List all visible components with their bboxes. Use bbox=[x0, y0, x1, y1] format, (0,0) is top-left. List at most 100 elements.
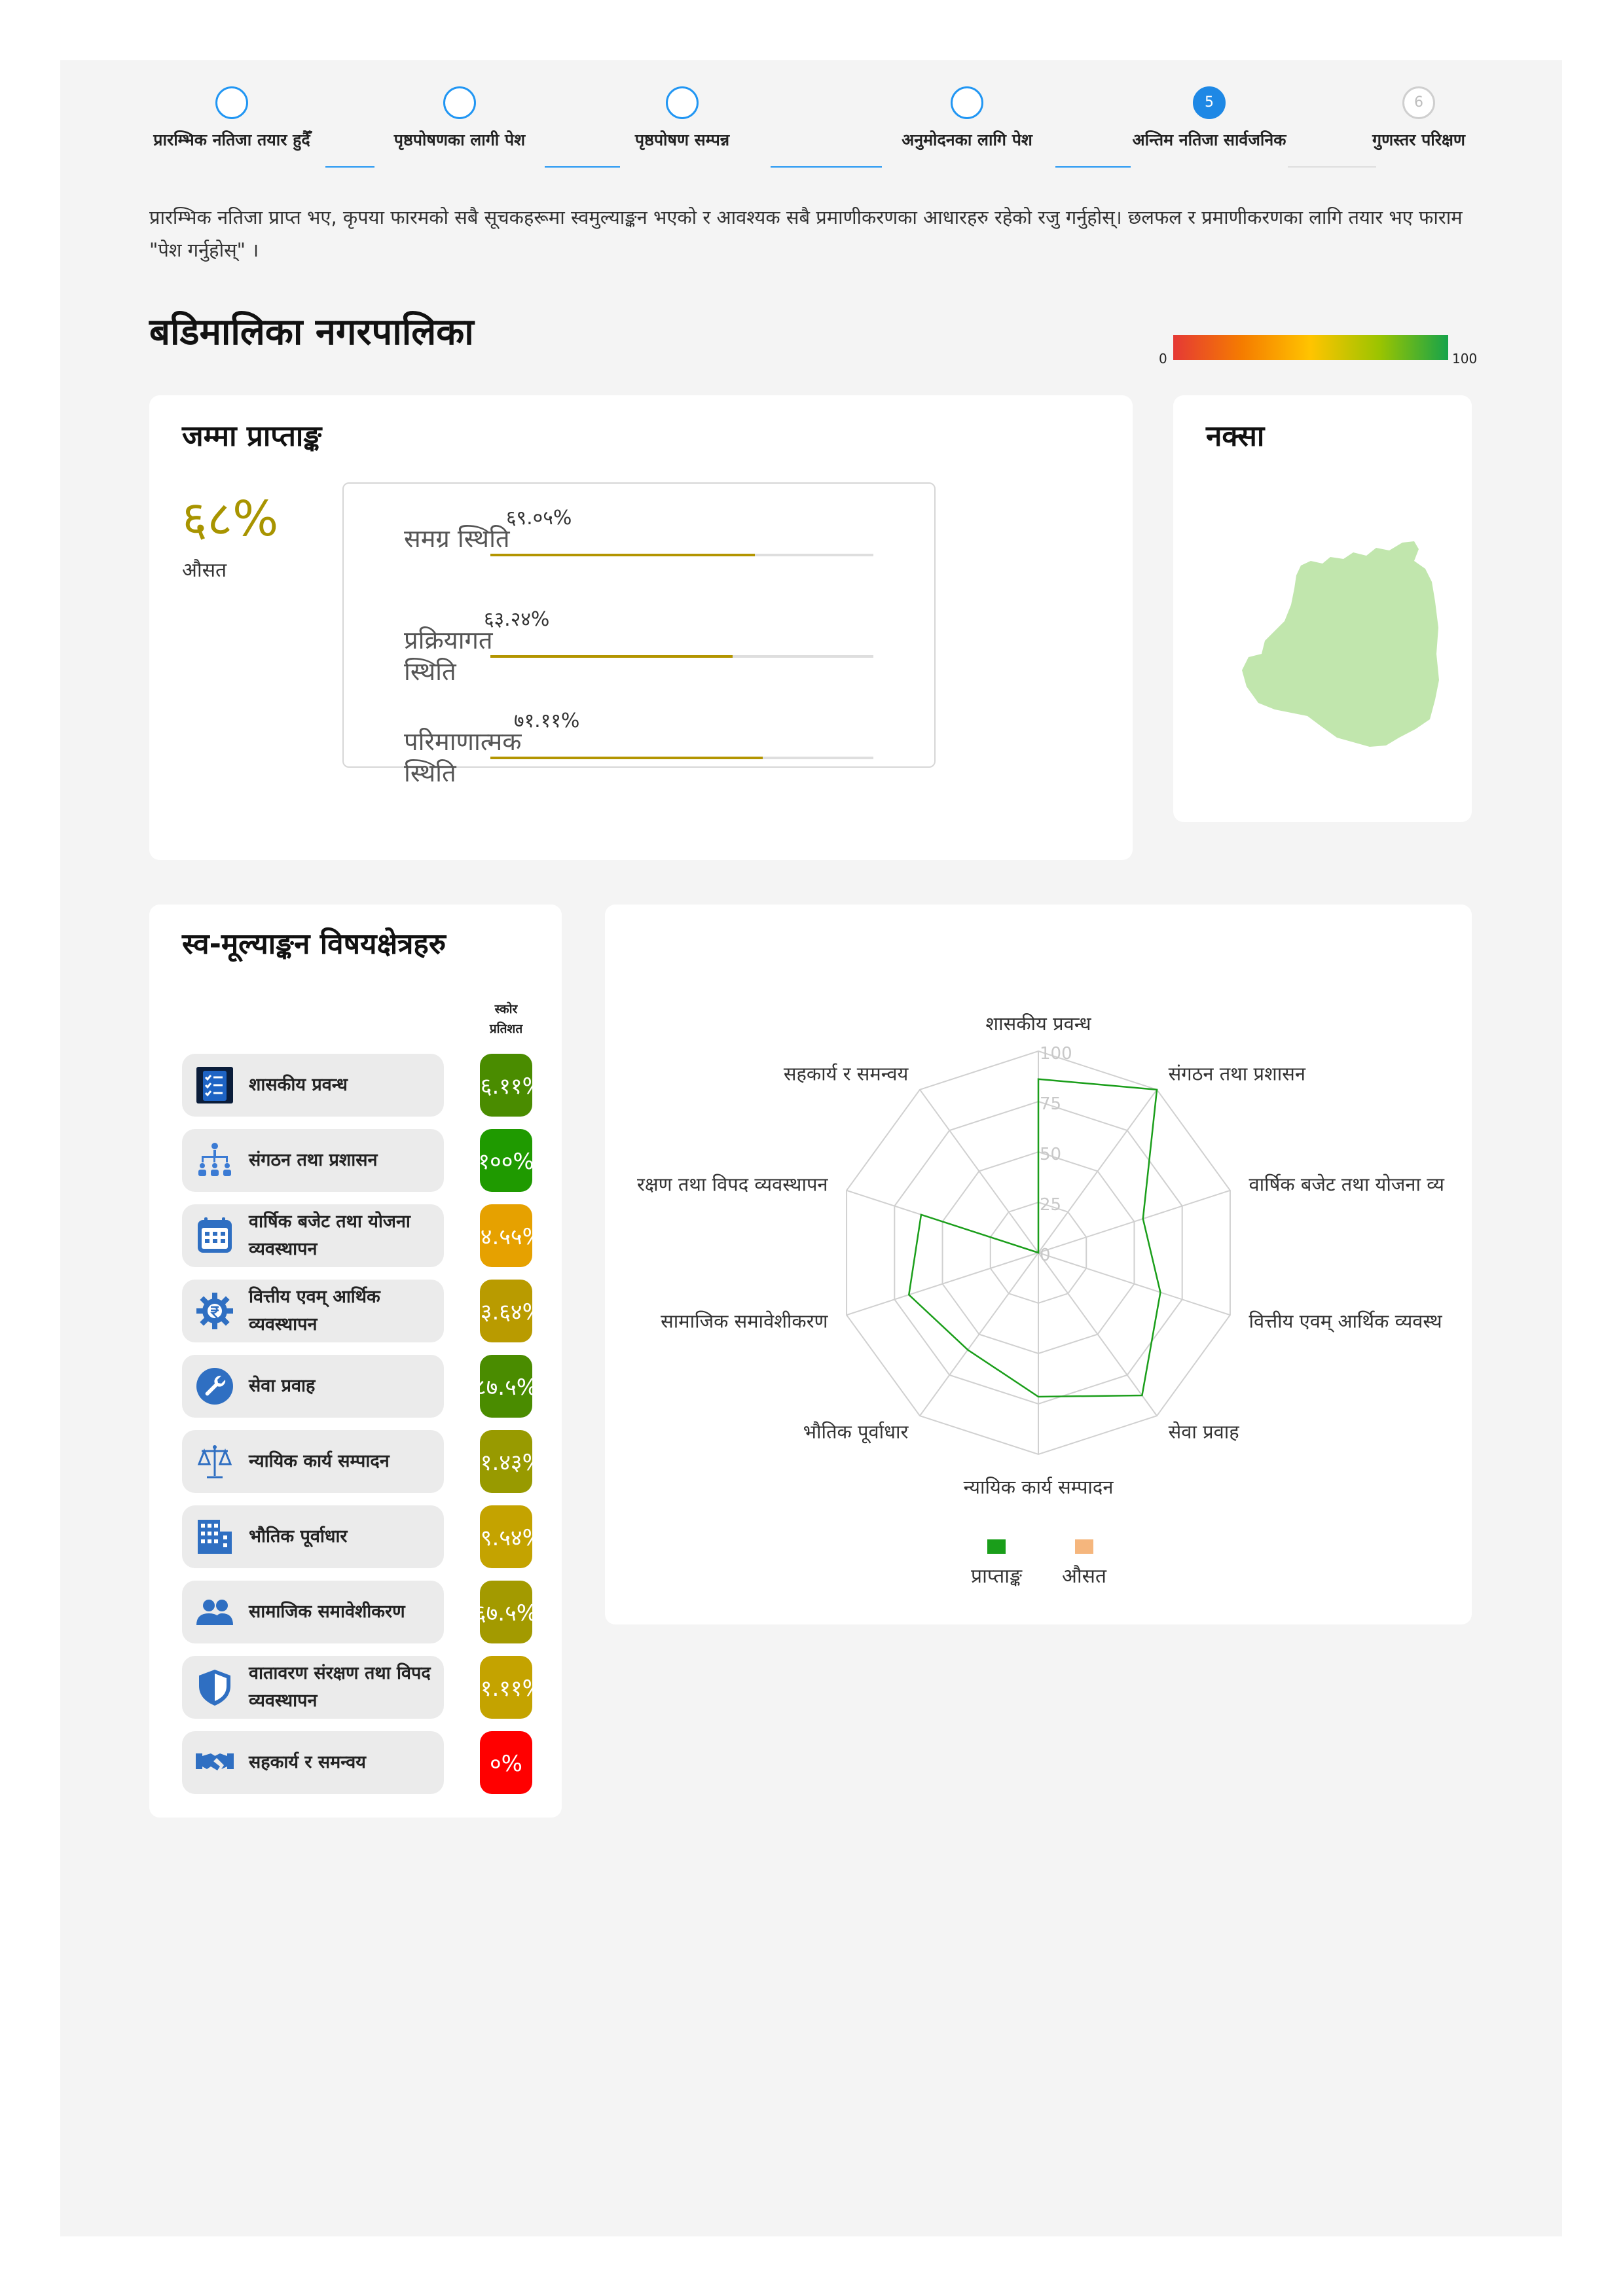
step-label: पृष्ठपोषणका लागी पेश bbox=[393, 130, 526, 149]
area-name: भौतिक पूर्वाधार bbox=[249, 1526, 348, 1547]
bar-fill bbox=[490, 757, 763, 759]
area-item-budget-planning[interactable]: वार्षिक बजेट तथा योजना व्यवस्थापन bbox=[182, 1204, 444, 1267]
step-2[interactable]: पृष्ठपोषणका लागी पेश bbox=[342, 86, 577, 151]
area-name: वातावरण संरक्षण तथा विपद व्यवस्थापन bbox=[249, 1663, 431, 1711]
area-item-finance[interactable]: वित्तीय एवम् आर्थिक व्यवस्थापन bbox=[182, 1280, 444, 1342]
legend-score[interactable]: प्राप्ताङ्क bbox=[964, 1539, 1029, 1588]
total-score-card: जम्मा प्राप्ताङ्क ६८% औसत समग्र स्थिति ६… bbox=[149, 395, 1133, 860]
step-6[interactable]: 6 गुणस्तर परिक्षण bbox=[1301, 86, 1537, 151]
step-circle bbox=[951, 86, 983, 119]
radar-axis-line bbox=[846, 1252, 1039, 1316]
people-icon bbox=[196, 1600, 233, 1625]
radar-axis-label: वार्षिक बजेट तथा योजना व्य bbox=[1249, 1174, 1445, 1196]
stepper-connector bbox=[325, 166, 374, 168]
stepper-connector bbox=[771, 166, 882, 168]
org-chart-icon bbox=[198, 1143, 231, 1176]
radar-axis-line bbox=[1038, 1189, 1231, 1253]
area-item-cooperation[interactable]: सहकार्य र समन्वय bbox=[182, 1731, 444, 1794]
step-4[interactable]: अनुमोदनका लागि पेश bbox=[849, 86, 1085, 151]
radar-chart: 0 25 50 75 100 शासकीय प्रवन्ध संगठन तथा प्रशास… bbox=[637, 1013, 1445, 1498]
area-name: सेवा प्रवाह bbox=[249, 1376, 316, 1396]
step-3[interactable]: पृष्ठपोषण सम्पन्न bbox=[564, 86, 800, 151]
shield-icon bbox=[199, 1670, 230, 1706]
area-score-badge: ६१.११% bbox=[480, 1656, 532, 1719]
instructions-text: प्रारम्भिक नतिजा प्राप्त भए, कृपया फारमक… bbox=[149, 206, 1463, 261]
area-item-social-inclusion[interactable]: सामाजिक समावेशीकरण bbox=[182, 1581, 444, 1643]
legend-min-label: 0 bbox=[1159, 351, 1167, 367]
step-circle: 6 bbox=[1402, 86, 1435, 119]
radar-axis-line bbox=[1038, 1252, 1158, 1416]
step-label: प्रारम्भिक नतिजा तयार हुदैँ bbox=[153, 130, 310, 149]
area-score-badge: ६७.५% bbox=[480, 1581, 532, 1643]
radar-axis-label: सामाजिक समावेशीकरण bbox=[661, 1310, 828, 1332]
map-title: नक्सा bbox=[1206, 420, 1265, 453]
area-score-badge: ५४.५५% bbox=[480, 1204, 532, 1267]
radar-chart-card: 0 25 50 75 100 शासकीय प्रवन्ध संगठन तथा प्रशास… bbox=[605, 905, 1472, 1624]
progress-stepper: प्रारम्भिक नतिजा तयार हुदैँ पृष्ठपोषणका … bbox=[145, 86, 1520, 171]
radar-axis-label: सहकार्य र समन्वय bbox=[784, 1063, 909, 1085]
area-name: वित्तीय एवम् आर्थिक व्यवस्थापन bbox=[249, 1287, 380, 1335]
bar-label: समग्र स्थिति bbox=[404, 524, 510, 553]
step-1[interactable]: प्रारम्भिक नतिजा तयार हुदैँ bbox=[114, 86, 350, 151]
step-label: पृष्ठपोषण सम्पन्न bbox=[634, 130, 730, 149]
municipality-boundary bbox=[1242, 541, 1439, 747]
bar-value: ६३.२४% bbox=[483, 608, 550, 631]
area-item-environment-disaster[interactable]: वातावरण संरक्षण तथा विपद व्यवस्थापन bbox=[182, 1656, 444, 1719]
gear-rupee-icon bbox=[196, 1293, 233, 1329]
area-item-organization[interactable]: संगठन तथा प्रशासन bbox=[182, 1129, 444, 1192]
radar-axis-line bbox=[1038, 1252, 1231, 1316]
area-score-badge: ७१.४३% bbox=[480, 1430, 532, 1493]
bar-row-quantitative: परिमाणात्मक स्थिति ७१.११% bbox=[344, 693, 937, 791]
area-item-infrastructure[interactable]: भौतिक पूर्वाधार bbox=[182, 1505, 444, 1568]
step-circle: 5 bbox=[1193, 86, 1226, 119]
legend-swatch bbox=[987, 1539, 1006, 1554]
step-circle bbox=[666, 86, 699, 119]
bar-track bbox=[490, 554, 873, 556]
bar-row-process: प्रक्रियागत स्थिति ६३.२४% bbox=[344, 592, 937, 690]
area-item-service-delivery[interactable]: सेवा प्रवाह bbox=[182, 1355, 444, 1418]
area-name: न्यायिक कार्य सम्पादन bbox=[249, 1451, 390, 1471]
scales-icon bbox=[197, 1445, 232, 1479]
area-score-badge: ६३.६४% bbox=[480, 1280, 532, 1342]
step-circle bbox=[443, 86, 476, 119]
area-name: सामाजिक समावेशीकरण bbox=[249, 1602, 405, 1622]
self-assessment-areas-card: स्व-मूल्याङ्कन विषयक्षेत्रहरु स्कोर प्रत… bbox=[149, 905, 562, 1818]
bar-track bbox=[490, 757, 873, 759]
area-score-badge: ०% bbox=[480, 1731, 532, 1794]
radar-axis-label: वित्तीय एवम् आर्थिक व्यवस्थ bbox=[1249, 1310, 1442, 1333]
bar-label: प्रक्रियागत स्थिति bbox=[404, 626, 493, 686]
municipality-map[interactable] bbox=[1239, 529, 1442, 752]
radar-tick-label: 0 bbox=[1040, 1246, 1051, 1265]
radar-axis-label: भौतिक पूर्वाधार bbox=[803, 1420, 909, 1443]
stepper-connector bbox=[545, 166, 620, 168]
legend-average[interactable]: औसत bbox=[1051, 1539, 1117, 1588]
stepper-connector bbox=[1055, 166, 1131, 168]
wrench-icon bbox=[196, 1368, 233, 1405]
step-label: अन्तिम नतिजा सार्वजनिक bbox=[1132, 130, 1286, 149]
bar-label: परिमाणात्मक स्थिति bbox=[404, 727, 522, 787]
radar-axis-label: शासकीय प्रवन्ध bbox=[985, 1013, 1091, 1035]
bar-track bbox=[490, 655, 873, 658]
area-score-badge: ५९.५४% bbox=[480, 1505, 532, 1568]
area-score-badge: ८६.११% bbox=[480, 1054, 532, 1117]
radar-axis-label: रक्षण तथा विपद व्यवस्थापन bbox=[637, 1174, 828, 1196]
overall-score-label: औसत bbox=[182, 559, 227, 582]
radar-axis-label: संगठन तथा प्रशासन bbox=[1169, 1063, 1306, 1085]
legend-swatch bbox=[1075, 1539, 1093, 1554]
step-5[interactable]: 5 अन्तिम नतिजा सार्वजनिक bbox=[1091, 86, 1327, 151]
area-name: शासकीय प्रवन्ध bbox=[249, 1075, 348, 1095]
legend-label: औसत bbox=[1061, 1565, 1107, 1588]
map-card: नक्सा bbox=[1173, 395, 1472, 822]
legend-label: प्राप्ताङ्क bbox=[971, 1565, 1022, 1588]
radar-axis-line bbox=[919, 1089, 1039, 1253]
bar-fill bbox=[490, 554, 755, 556]
score-color-legend: 0 100 bbox=[1159, 335, 1477, 367]
step-circle bbox=[215, 86, 248, 119]
area-item-judicial[interactable]: न्यायिक कार्य सम्पादन bbox=[182, 1430, 444, 1493]
area-item-governance[interactable]: शासकीय प्रवन्ध bbox=[182, 1054, 444, 1117]
radar-tick-label: 50 bbox=[1040, 1145, 1061, 1164]
total-score-title: जम्मा प्राप्ताङ्क bbox=[182, 420, 322, 453]
handshake-icon bbox=[196, 1753, 234, 1770]
municipality-title: बडिमालिका नगरपालिका bbox=[149, 311, 474, 353]
area-score-badge: १००% bbox=[480, 1129, 532, 1192]
